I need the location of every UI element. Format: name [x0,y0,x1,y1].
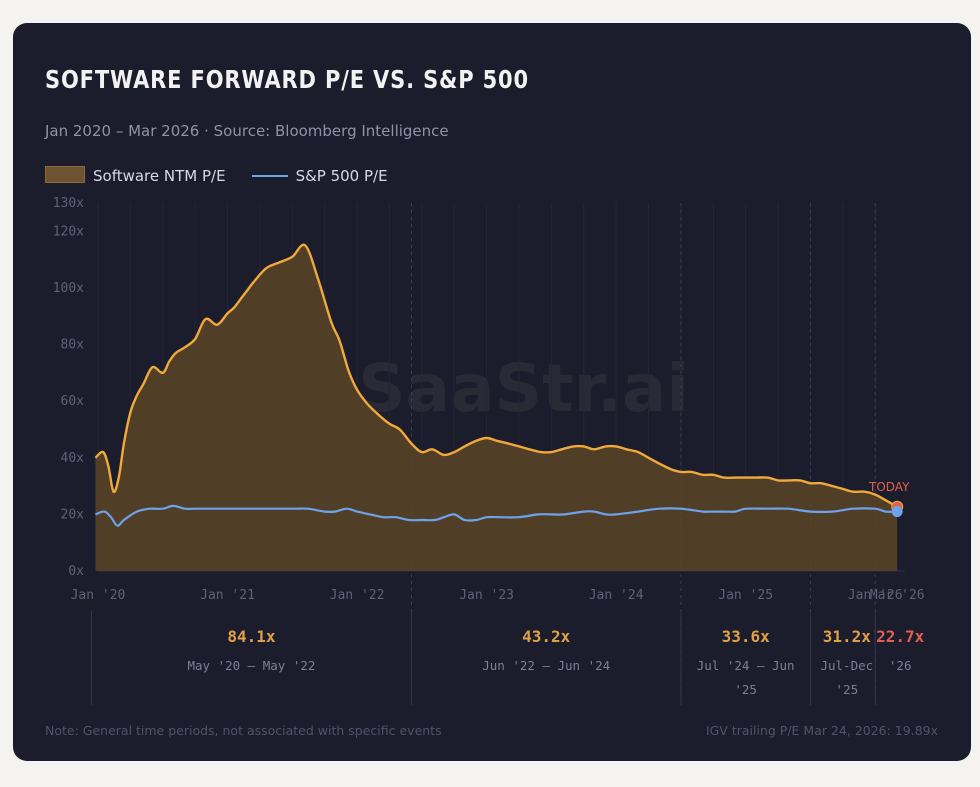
legend-label-sp500: S&P 500 P/E [295,167,388,185]
x-axis: Jan '20 Jan '21 Jan '22 Jan '23 Jan '24 Jan '… [71,588,925,603]
x-tick-label: Jan '26 [848,588,903,603]
x-tick-label: Jan '22 [330,588,385,603]
period-label: '26 [889,658,912,673]
series-layer [94,243,898,572]
period-label: May '20 – May '22 [187,658,315,673]
period-label: Jul-Dec [820,658,873,673]
y-tick-label: 40x [61,451,85,466]
y-tick-label: 60x [61,394,85,409]
y-axis: 0x 20x 40x 60x 80x 100x 120x 130x [53,196,84,579]
legend-swatch-software [45,166,85,183]
today-sp500-marker [891,506,903,518]
chart-plot: SaaStr.ai 0x 20x 40x 60x 80x 100x 120x 130x Jan… [53,196,925,705]
chart-title: SOFTWARE FORWARD P/E VS. S&P 500 [45,65,529,94]
period-label: Jun '22 – Jun '24 [482,658,610,673]
x-tick-label: Jan '20 [71,588,126,603]
y-tick-label: 100x [53,281,84,296]
period-value: 31.2x [823,627,872,646]
footnote-igv: IGV trailing P/E Mar 24, 2026: 19.89x [705,723,938,738]
x-tick-label: Jan '23 [459,588,514,603]
x-tick-label: Jan '24 [589,588,644,603]
chart-legend: Software NTM P/E S&P 500 P/E [45,166,388,185]
software-area-fill [95,244,898,572]
watermark-text: SaaStr.ai [358,350,689,427]
x-tick-label: Jan '25 [718,588,773,603]
period-value: 33.6x [722,627,771,646]
chart-card: SOFTWARE FORWARD P/E VS. S&P 500 Jan 202… [13,23,971,761]
y-tick-label: 20x [61,507,85,522]
period-dividers [90,203,876,705]
y-tick-label: 130x [53,196,84,211]
y-tick-label: 120x [53,224,84,239]
sp500-line [94,504,898,527]
today-label: TODAY [868,480,910,494]
period-value: 84.1x [227,627,276,646]
period-summary: 84.1x May '20 – May '22 43.2x Jun '22 – Jun… [187,627,924,697]
software-line [94,243,898,508]
footnote-note: Note: General time periods, not associat… [45,723,442,738]
period-label: '25 [836,682,859,697]
x-tick-label: Jan '21 [200,588,255,603]
period-value: 22.7x [876,627,925,646]
y-tick-label: 0x [68,564,84,579]
y-tick-label: 80x [61,338,85,353]
period-label: '25 [734,682,757,697]
legend-label-software: Software NTM P/E [93,167,226,185]
period-label: Jul '24 – Jun [697,658,795,673]
x-tick-label: Mar '26 [870,588,925,603]
period-value: 43.2x [522,627,571,646]
today-markers: TODAY [868,480,910,518]
chart-subtitle: Jan 2020 – Mar 2026 · Source: Bloomberg … [45,122,449,140]
legend-swatch-sp500 [251,175,288,177]
